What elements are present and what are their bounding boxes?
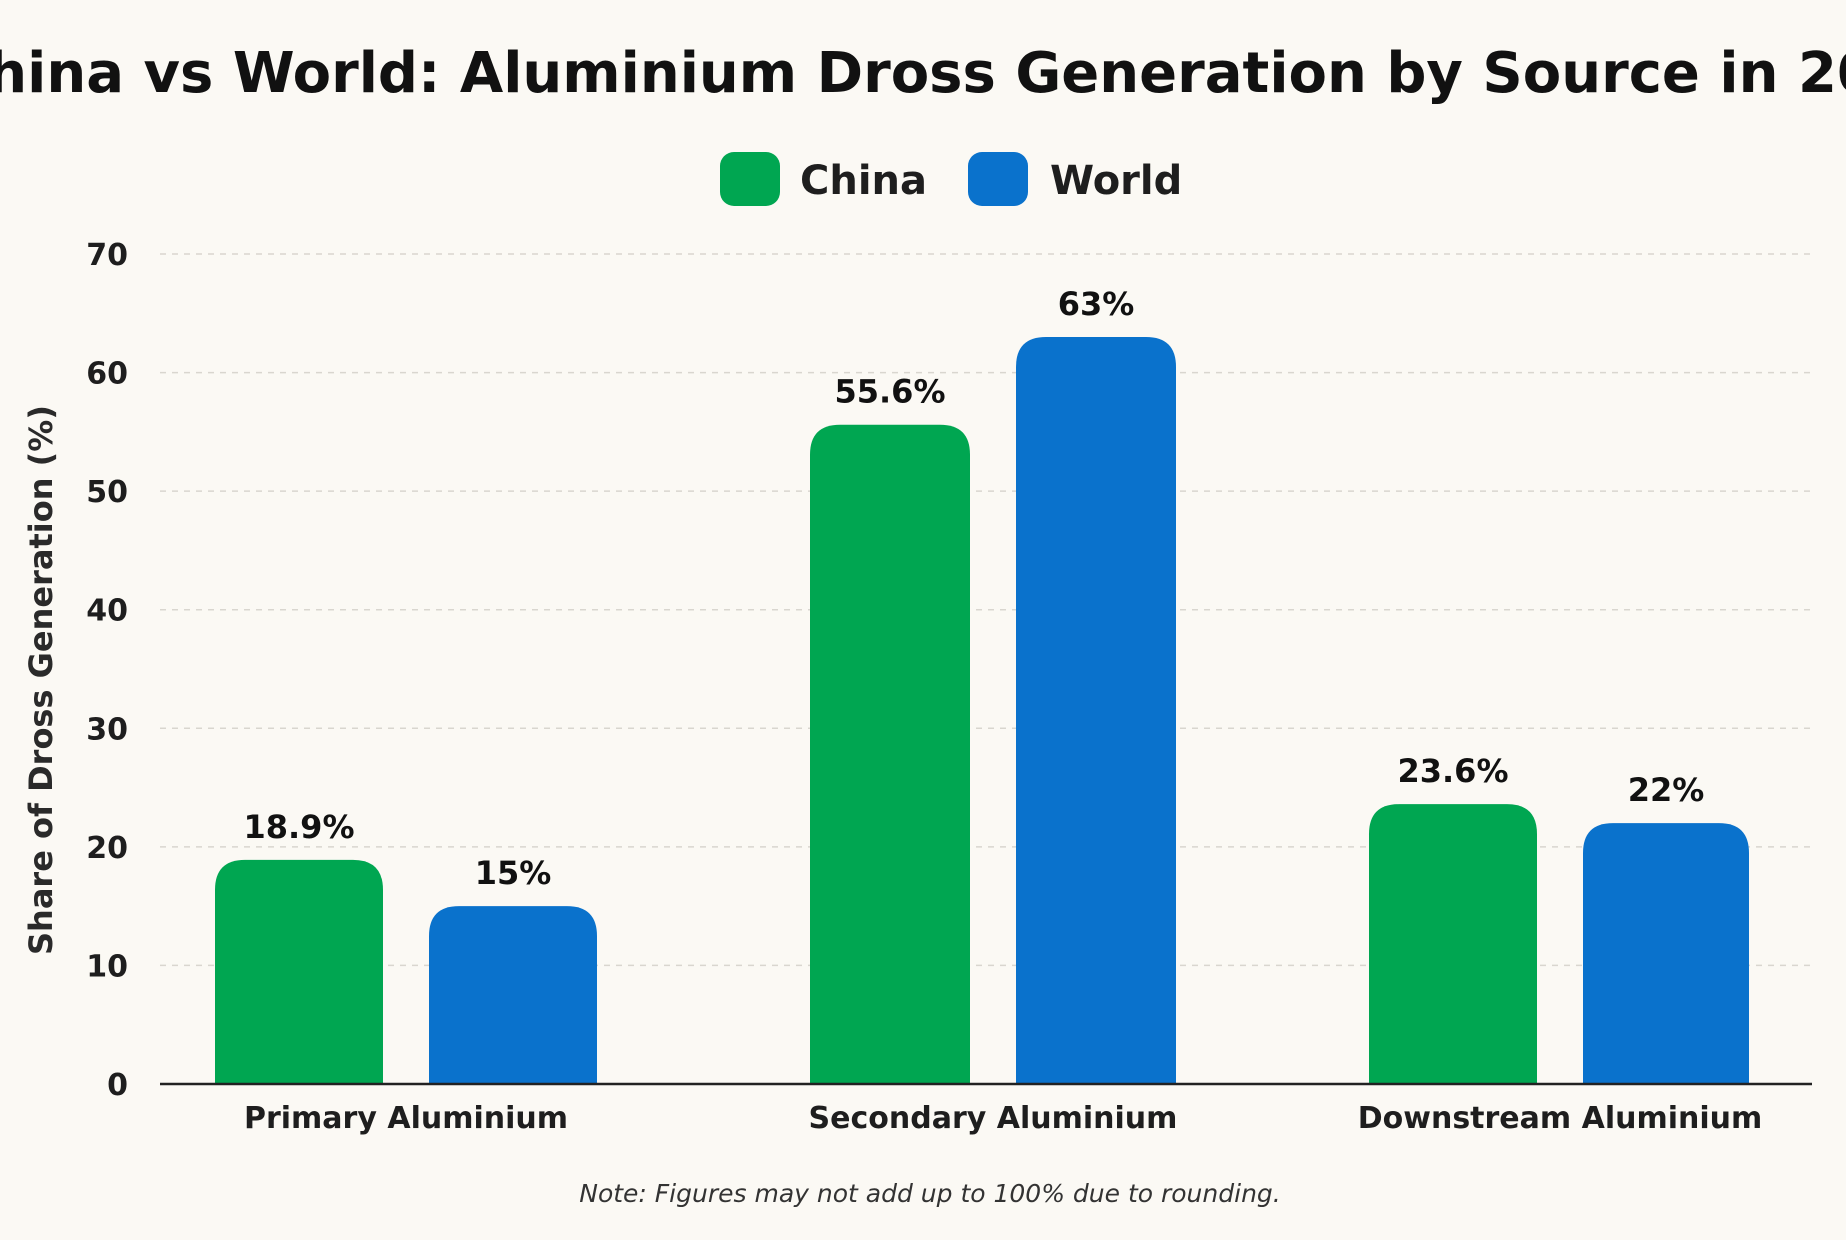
legend-swatch-world	[968, 152, 1028, 206]
data-labels: 18.9% 15% 55.6% 63% 23.6% 22%	[243, 285, 1704, 892]
data-label-world-0: 15%	[475, 854, 552, 892]
data-label-china-1: 55.6%	[834, 373, 945, 411]
bar-world-0	[429, 906, 597, 1084]
data-label-world-1: 63%	[1058, 285, 1135, 323]
bar-china-0	[215, 859, 383, 1084]
bar-china-2	[1369, 804, 1537, 1084]
category-label: Downstream Aluminium	[1358, 1101, 1763, 1136]
y-axis-ticks: 0 10 20 30 40 50 60 70	[86, 238, 128, 1103]
y-axis-title: Share of Dross Generation (%)	[22, 405, 60, 955]
bar-world-1	[1016, 337, 1176, 1084]
data-label-china-2: 23.6%	[1397, 752, 1508, 790]
x-axis-categories: Primary Aluminium Secondary Aluminium Down…	[244, 1101, 1762, 1136]
legend-label-world: World	[1050, 158, 1182, 204]
footnote: Note: Figures may not add up to 100% due…	[579, 1179, 1280, 1208]
gridlines	[160, 253, 1812, 967]
y-tick-label: 70	[86, 238, 128, 273]
legend: China World	[720, 152, 1182, 206]
category-label: Secondary Aluminium	[809, 1101, 1178, 1136]
y-tick-label: 30	[86, 712, 128, 747]
data-label-world-2: 22%	[1628, 771, 1705, 809]
y-tick-label: 40	[86, 594, 128, 629]
y-tick-label: 50	[86, 475, 128, 510]
legend-swatch-china	[720, 152, 780, 206]
category-label: Primary Aluminium	[244, 1101, 568, 1136]
y-tick-label: 10	[86, 949, 128, 984]
legend-label-china: China	[800, 158, 927, 204]
data-label-china-0: 18.9%	[243, 808, 354, 846]
y-tick-label: 60	[86, 357, 128, 392]
bars	[215, 337, 1749, 1084]
chart-title: China vs World: Aluminium Dross Generati…	[0, 41, 1846, 106]
bar-china-1	[810, 424, 970, 1084]
y-tick-label: 0	[107, 1068, 128, 1103]
bar-world-2	[1583, 823, 1749, 1084]
y-tick-label: 20	[86, 831, 128, 866]
